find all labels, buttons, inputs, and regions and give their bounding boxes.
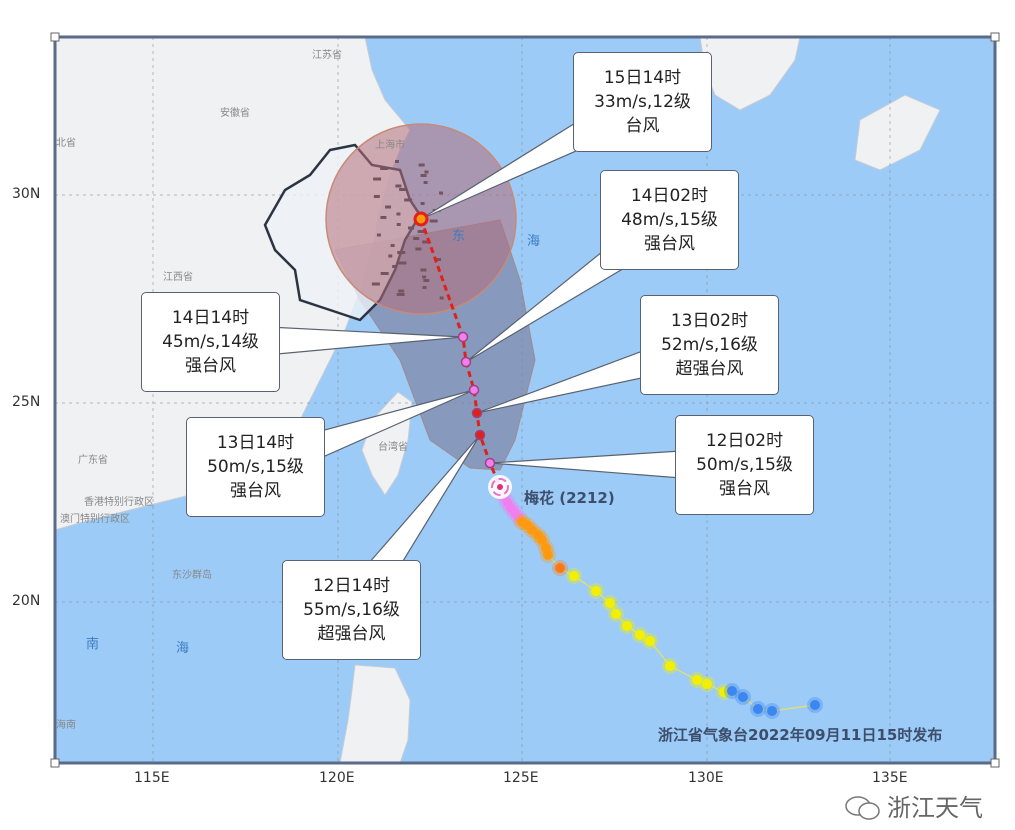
past-track-point[interactable] [810, 700, 820, 710]
lat-tick: 20N [12, 593, 41, 609]
past-track-point[interactable] [645, 636, 655, 646]
forecast-callout: 12日14时 55m/s,16级 超强台风 [282, 560, 421, 660]
forecast-point[interactable] [471, 407, 483, 419]
forecast-level: 强台风 [185, 356, 236, 376]
label-jiangsu: 江苏省 [312, 50, 342, 61]
lon-tick: 115E [134, 770, 170, 786]
label-jiangxi: 江西省 [163, 272, 193, 283]
forecast-time: 14日02时 [630, 186, 709, 206]
forecast-time: 13日14时 [216, 433, 295, 453]
past-track-point[interactable] [622, 621, 632, 631]
forecast-level: 超强台风 [317, 624, 386, 644]
forecast-level: 超强台风 [675, 359, 744, 379]
past-track-point[interactable] [719, 687, 729, 697]
forecast-callout: 14日14时 45m/s,14级 强台风 [141, 292, 280, 392]
lon-tick: 125E [503, 770, 539, 786]
label-shanghai: 上海市 [375, 140, 405, 151]
forecast-time: 12日14时 [312, 576, 391, 596]
past-track-point[interactable] [635, 630, 645, 640]
forecast-wind: 50m/s,15级 [696, 455, 793, 475]
sea-label: 海 [176, 641, 190, 656]
forecast-callout: 14日02时 48m/s,15级 强台风 [600, 170, 739, 270]
label-macau: 澳门特别行政区 [60, 514, 130, 525]
forecast-wind: 33m/s,12级 [594, 92, 691, 112]
lon-tick: 135E [872, 770, 908, 786]
forecast-callout: 15日14时 33m/s,12级 台风 [573, 52, 712, 152]
label-taiwan: 台湾省 [378, 442, 408, 453]
past-track-point[interactable] [753, 704, 763, 714]
typhoon-name: 梅花 (2212) [524, 489, 615, 507]
lon-tick: 130E [688, 770, 724, 786]
watermark-text: 浙江天气 [887, 794, 983, 822]
corner-handle[interactable] [990, 758, 1000, 768]
past-track-point[interactable] [727, 686, 737, 696]
publisher-note: 浙江省气象台2022年09月11日15时发布 [658, 726, 943, 744]
forecast-point[interactable] [457, 331, 469, 343]
typhoon-current-icon [488, 475, 512, 499]
forecast-callout: 13日02时 52m/s,16级 超强台风 [640, 295, 779, 395]
label-hongkong: 香港特别行政区 [84, 497, 154, 508]
sea-label: 东 [452, 229, 466, 244]
lat-tick: 25N [12, 394, 41, 410]
forecast-time: 14日14时 [171, 308, 250, 328]
map-frame [53, 35, 997, 765]
forecast-wind: 52m/s,16级 [661, 335, 758, 355]
past-track-point[interactable] [767, 706, 777, 716]
forecast-level: 强台风 [719, 479, 770, 499]
corner-handle[interactable] [50, 32, 60, 42]
forecast-point[interactable] [474, 429, 486, 441]
japan-land [854, 94, 941, 171]
wechat-icon [845, 796, 880, 820]
forecast-wind: 48m/s,15级 [621, 210, 718, 230]
forecast-time: 12日02时 [705, 431, 784, 451]
forecast-callout: 13日14时 50m/s,15级 强台风 [186, 417, 325, 517]
corner-handle[interactable] [50, 758, 60, 768]
sea-label: 南 [86, 637, 100, 652]
forecast-time: 13日02时 [670, 311, 749, 331]
forecast-wind: 55m/s,16级 [303, 600, 400, 620]
watermark: 浙江天气 [843, 794, 983, 822]
forecast-time: 15日14时 [603, 68, 682, 88]
forecast-level: 强台风 [230, 481, 281, 501]
past-track-point[interactable] [702, 679, 712, 689]
forecast-point[interactable] [460, 356, 472, 368]
forecast-point[interactable] [484, 457, 496, 469]
lat-tick: 30N [12, 186, 41, 202]
past-track-point[interactable] [537, 535, 547, 545]
label-anhui: 安徽省 [220, 108, 250, 119]
forecast-track-line [419, 218, 502, 488]
forecast-wind: 50m/s,15级 [207, 457, 304, 477]
past-track-point[interactable] [605, 598, 615, 608]
past-track-point[interactable] [569, 571, 579, 581]
forecast-point[interactable] [468, 384, 480, 396]
label-dongsha: 东沙群岛 [172, 570, 212, 581]
past-track-point[interactable] [543, 550, 553, 560]
past-track-point[interactable] [665, 661, 675, 671]
past-track-point[interactable] [611, 609, 621, 619]
past-track-point[interactable] [555, 563, 565, 573]
forecast-level: 强台风 [644, 234, 695, 254]
label-hainan: 海南 [56, 720, 76, 731]
label-guangdong: 广东省 [78, 455, 108, 466]
label-hubei: 北省 [56, 138, 76, 149]
forecast-wind: 45m/s,14级 [162, 332, 259, 352]
past-track-point[interactable] [692, 675, 702, 685]
sea-label: 海 [527, 234, 541, 249]
past-track-point[interactable] [738, 692, 748, 702]
forecast-callout: 12日02时 50m/s,15级 强台风 [675, 415, 814, 515]
corner-handle[interactable] [990, 32, 1000, 42]
forecast-point[interactable] [413, 211, 429, 227]
forecast-level: 台风 [625, 116, 660, 136]
lon-tick: 120E [319, 770, 355, 786]
past-track-point[interactable] [591, 586, 601, 596]
